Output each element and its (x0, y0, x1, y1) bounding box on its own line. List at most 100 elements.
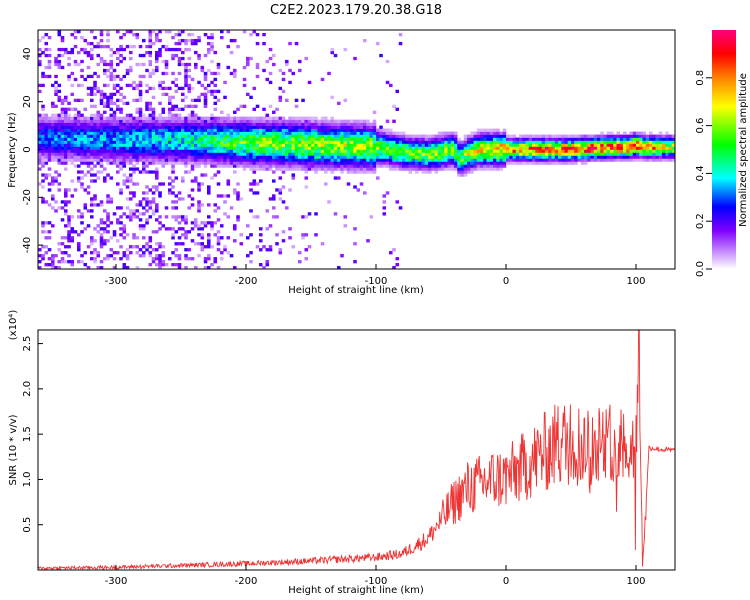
heatmap-cell-337 (70, 260, 75, 264)
heatmap-cell-3569 (502, 146, 507, 150)
heatmap-cell-1136 (145, 218, 149, 222)
heatmap-cell-1802 (203, 116, 208, 120)
heatmap-cell-3969 (636, 149, 640, 153)
heatmap-cell-2749 (330, 170, 335, 174)
heatmap-cell-3439 (473, 167, 478, 171)
heatmap-cell-3600 (512, 149, 517, 153)
heatmap-cell-2984 (366, 128, 370, 132)
heatmap-cell-1210 (148, 38, 153, 43)
heatmap-cell-2903 (353, 137, 357, 141)
heatmap-cell-3488 (483, 143, 487, 147)
heatmap-cell-949 (125, 125, 130, 129)
heatmap-cell-321 (67, 134, 71, 138)
heatmap-cell-2534 (294, 131, 299, 135)
heatmap-cell-1962 (220, 143, 224, 147)
heatmap-cell-2835 (343, 158, 348, 162)
heatmap-cell-776 (109, 95, 114, 100)
heatmap-cell-3233 (421, 164, 426, 168)
heatmap-cell-1665 (190, 134, 195, 138)
heatmap-cell-762 (109, 143, 114, 147)
heatmap-cell-3129 (395, 155, 400, 159)
heatmap-cell-1775 (200, 92, 205, 97)
heatmap-cell-1063 (138, 227, 143, 231)
heatmap-cell-191 (54, 62, 58, 67)
heatmap-cell-3382 (457, 146, 461, 150)
heatmap-cell-706 (103, 62, 107, 67)
heatmap-cell-2148 (246, 224, 250, 228)
heatmap-cell-1957 (220, 158, 224, 162)
heatmap-cell-1779 (203, 266, 208, 270)
heatmap-cell-2505 (291, 161, 296, 165)
heatmap-cell-2726 (324, 125, 328, 129)
heatmap-cell-3522 (493, 167, 497, 171)
heatmap-cell-2245 (255, 104, 260, 108)
heatmap-cell-794 (112, 155, 117, 159)
heatmap-cell-544 (90, 131, 94, 135)
heatmap-cell-3938 (626, 155, 630, 159)
heatmap-cell-654 (99, 134, 104, 138)
heatmap-cell-1009 (132, 155, 136, 159)
heatmap-cell-427 (77, 30, 81, 34)
heatmap-cell-1019 (132, 125, 136, 129)
heatmap-cell-2681 (317, 143, 322, 147)
heatmap-cell-2588 (304, 248, 309, 252)
heatmap-cell-3147 (398, 149, 403, 153)
heatmap-cell-3291 (434, 143, 439, 147)
heatmap-cell-1226 (151, 158, 156, 162)
heatmap-cell-3612 (515, 143, 520, 147)
heatmap-cell-819 (116, 239, 120, 243)
heatmap-cell-3167 (402, 134, 406, 138)
heatmap-cell-2141 (242, 104, 247, 108)
heatmap-cell-3676 (538, 158, 543, 162)
heatmap-cell-290 (64, 122, 68, 126)
heatmap-cell-1759 (200, 161, 205, 165)
heatmap-cell-1149 (145, 149, 149, 153)
heatmap-cell-1535 (177, 38, 182, 43)
heatmap-cell-1975 (223, 248, 227, 252)
heatmap-cell-4008 (649, 149, 653, 153)
heatmap-cell-2427 (278, 86, 283, 91)
heatmap-cell-2563 (298, 68, 302, 73)
heatmap-cell-4024 (655, 158, 660, 162)
heatmap-cell-1865 (210, 140, 214, 144)
heatmap-cell-948 (125, 128, 130, 132)
heatmap-cell-2419 (278, 131, 283, 135)
heatmap-cell-3991 (642, 143, 647, 147)
heatmap-cell-1022 (132, 116, 136, 120)
heatmap-cell-1749 (200, 248, 205, 252)
heatmap-cell-2473 (285, 98, 289, 102)
heatmap-cell-2125 (242, 161, 247, 165)
heatmap-cell-1627 (187, 134, 192, 138)
heatmap-cell-2631 (307, 119, 312, 123)
heatmap-cell-2327 (268, 224, 273, 228)
heatmap-cell-2031 (229, 155, 234, 159)
heatmap-cell-330 (67, 101, 71, 105)
heatmap-cell-3191 (408, 140, 413, 144)
heatmap-cell-3555 (499, 152, 504, 156)
heatmap-cell-2039 (229, 131, 234, 135)
heatmap-cell-1827 (207, 185, 211, 189)
heatmap-cell-2917 (356, 155, 361, 159)
heatmap-cell-859 (119, 206, 123, 210)
heatmap-cell-858 (119, 215, 123, 219)
heatmap-cell-2041 (229, 125, 234, 129)
heatmap-cell-834 (116, 137, 120, 141)
heatmap-cell-2922 (356, 140, 361, 144)
heatmap-cell-3761 (564, 143, 569, 147)
heatmap-cell-3982 (639, 140, 643, 144)
heatmap-cell-798 (112, 143, 117, 147)
colorbar-tick-label-0: 0.0 (695, 261, 706, 277)
heatmap-cell-515 (86, 86, 91, 91)
heatmap-cell-3380 (457, 152, 461, 156)
heatmap-cell-459 (80, 59, 84, 64)
heatmap-cell-839 (116, 122, 120, 126)
heatmap-cell-1473 (174, 161, 179, 165)
heatmap-cell-3734 (554, 134, 559, 138)
heatmap-cell-1660 (190, 149, 195, 153)
heatmap-cell-2195 (249, 56, 253, 61)
heatmap-cell-1388 (164, 47, 169, 52)
heatmap-cell-352 (70, 140, 75, 144)
heatmap-cell-1867 (210, 134, 214, 138)
heatmap-cell-1349 (161, 128, 166, 132)
heatmap-cell-2423 (278, 119, 283, 123)
